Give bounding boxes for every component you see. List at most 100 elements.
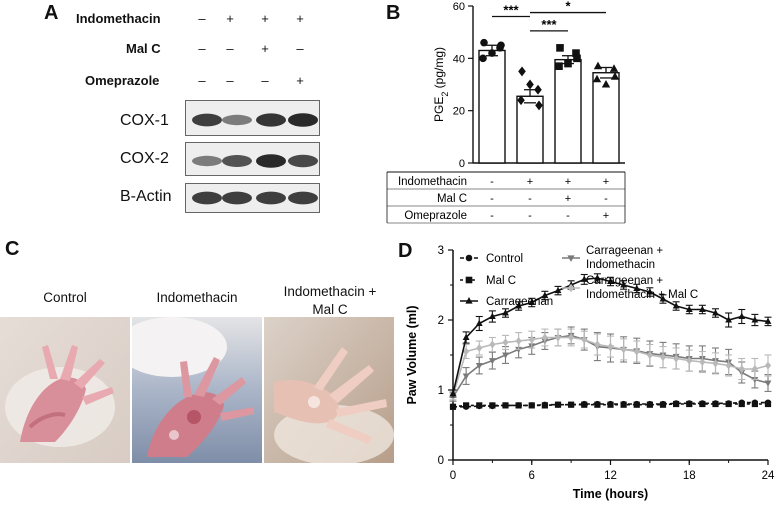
panel-a-sign: – <box>261 73 269 88</box>
panel-a-sign: + <box>261 41 269 56</box>
data-point <box>541 291 549 298</box>
blot-band <box>288 113 318 127</box>
table-sign: - <box>604 193 608 205</box>
data-point <box>518 66 526 77</box>
data-point <box>673 400 680 408</box>
panel-a-sign: + <box>296 11 304 26</box>
legend-label: Indomethacin <box>586 259 655 271</box>
blot-band <box>192 155 222 167</box>
data-point <box>554 333 562 342</box>
table-row-label: Mal C <box>437 193 467 205</box>
data-point <box>528 298 536 305</box>
data-point <box>738 400 745 408</box>
data-point <box>592 74 602 83</box>
x-tick-label: 12 <box>604 470 617 482</box>
data-point <box>502 402 509 409</box>
paw-photo-indomethacin-malc <box>264 317 394 463</box>
data-point <box>594 401 601 408</box>
data-point <box>488 358 496 365</box>
table-row-label: Omeprazole <box>404 210 467 222</box>
data-point <box>463 402 470 409</box>
legend-marker <box>567 255 575 262</box>
data-point <box>479 54 487 63</box>
data-point <box>764 400 772 408</box>
blot-label-cox1: COX-1 <box>120 112 169 129</box>
panel-a-label-indomethacin: Indomethacin <box>76 11 161 26</box>
bar <box>554 58 582 164</box>
panel-a-sign: – <box>198 73 206 88</box>
data-point <box>515 346 523 354</box>
panel-c-letter: C <box>5 238 20 260</box>
data-point <box>568 333 575 342</box>
data-point <box>620 281 628 288</box>
data-point <box>541 402 548 409</box>
data-point <box>699 400 706 408</box>
y-tick-label: 20 <box>453 106 465 118</box>
data-point <box>607 401 614 408</box>
data-point <box>633 284 641 291</box>
data-point <box>572 49 580 57</box>
data-point <box>673 354 680 363</box>
data-point <box>751 364 758 374</box>
data-point <box>620 401 627 408</box>
data-point <box>725 361 732 370</box>
significance-label: *** <box>541 17 557 32</box>
data-point <box>462 333 470 340</box>
data-point <box>607 342 614 351</box>
data-point <box>601 79 611 88</box>
data-point <box>528 335 535 344</box>
data-point <box>646 401 653 408</box>
data-point <box>751 400 758 408</box>
data-point <box>580 275 588 282</box>
western-blot-image <box>185 100 320 213</box>
table-row-label: Indomethacin <box>398 176 467 188</box>
table-sign: - <box>528 210 532 222</box>
data-point <box>502 338 509 347</box>
panel-a-sign: – <box>198 11 206 26</box>
paw-photo-indomethacin <box>132 317 262 463</box>
y-tick-label: 0 <box>459 158 465 170</box>
x-axis-label: Time (hours) <box>573 487 648 501</box>
data-point <box>686 356 693 365</box>
data-point <box>475 363 483 370</box>
legend-label: Control <box>486 253 523 265</box>
y-axis-label: PGE2 (pg/mg) <box>432 47 450 122</box>
table-sign: - <box>528 193 532 205</box>
panel-a-sign: + <box>261 11 269 26</box>
data-point <box>526 79 534 90</box>
y-tick-label: 0 <box>438 455 444 467</box>
data-point <box>725 316 733 323</box>
data-point <box>581 335 588 344</box>
data-point <box>594 340 601 349</box>
table-sign: - <box>566 210 570 222</box>
data-point <box>528 402 535 409</box>
table-sign: + <box>603 210 609 222</box>
blot-band <box>222 114 252 126</box>
data-point <box>515 302 523 309</box>
blot-band <box>222 155 252 167</box>
legend-marker <box>465 276 473 284</box>
photo-caption-control: Control <box>43 290 87 305</box>
data-point <box>764 361 772 370</box>
data-point <box>764 317 772 324</box>
panel-a-sign: + <box>226 11 234 26</box>
data-point <box>515 402 522 409</box>
data-point <box>497 41 505 50</box>
x-tick-label: 24 <box>762 470 775 482</box>
blot-band <box>192 191 222 205</box>
table-sign: - <box>490 193 494 205</box>
panel-a-sign: – <box>226 41 234 56</box>
bar <box>592 72 620 164</box>
data-point <box>462 373 470 380</box>
data-point <box>489 402 496 409</box>
data-point <box>685 305 693 312</box>
data-point <box>534 84 542 95</box>
data-point <box>593 61 603 70</box>
data-point <box>564 59 572 68</box>
data-point <box>633 401 640 408</box>
table-sign: + <box>527 176 533 188</box>
data-point <box>488 312 496 319</box>
legend-marker <box>465 254 473 262</box>
data-point <box>751 316 759 323</box>
